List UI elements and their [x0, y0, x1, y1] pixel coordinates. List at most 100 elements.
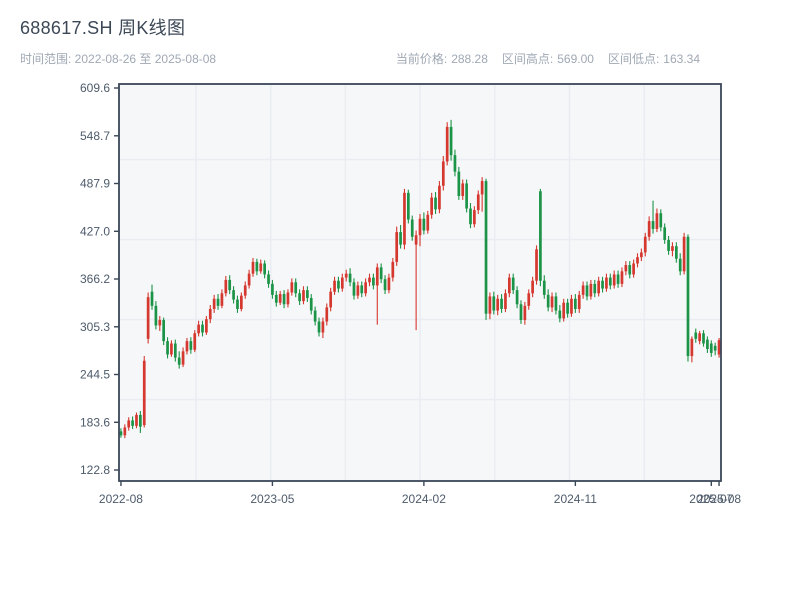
y-tick-label: 487.9: [80, 177, 110, 191]
y-tick-label: 305.3: [80, 320, 110, 334]
candle-down: [457, 171, 461, 196]
candle-up: [325, 307, 329, 322]
range-low-stat: 区间低点: 163.34: [608, 50, 700, 67]
candle-up: [527, 293, 531, 306]
candle-down: [616, 274, 620, 284]
range-high-stat: 区间高点: 569.00: [502, 50, 594, 67]
candle-down: [383, 279, 387, 291]
candle-up: [414, 235, 418, 245]
candle-down: [519, 304, 523, 320]
candle-up: [259, 263, 263, 272]
y-tick-label: 122.8: [80, 463, 110, 477]
candle-up: [224, 279, 228, 294]
candle-up: [391, 261, 395, 278]
candle-down: [449, 126, 453, 156]
current-price-stat: 当前价格: 288.28: [396, 50, 488, 67]
candle-down: [492, 296, 496, 311]
page-title: 688617.SH 周K线图: [20, 18, 186, 38]
candle-down: [434, 197, 437, 210]
candle-wick: [376, 263, 378, 325]
y-tick-label: 548.7: [80, 129, 110, 143]
candle-up: [445, 126, 449, 162]
candle-up: [473, 210, 476, 225]
candle-up: [356, 285, 360, 296]
candle-up: [480, 181, 484, 195]
candle-down: [271, 283, 274, 295]
candle-up: [127, 420, 131, 428]
x-tick-label: 2024-11: [554, 492, 597, 506]
y-tick-label: 609.6: [80, 81, 110, 95]
candle-up: [418, 218, 422, 236]
candle-down: [465, 183, 468, 209]
candle-up: [247, 273, 251, 286]
candle-down: [139, 414, 142, 427]
candle-down: [313, 310, 317, 322]
candle-down: [399, 232, 402, 245]
candle-up: [220, 293, 224, 306]
candle-up: [717, 340, 721, 355]
candle-down: [601, 280, 604, 289]
candle-down: [659, 213, 663, 228]
candle-up: [321, 321, 325, 333]
candle-down: [410, 219, 414, 237]
candle-down: [686, 236, 690, 357]
x-tick-label: 2022-08: [99, 492, 143, 506]
date-range-label: 时间范围: 2022-08-26 至 2025-08-08: [20, 52, 217, 66]
candle-down: [674, 246, 678, 259]
range-high-label: 区间高点:: [501, 52, 554, 66]
x-tick-label: 2023-05: [250, 492, 294, 506]
candle-down: [558, 310, 562, 319]
x-tick-label: 2024-02: [402, 492, 446, 506]
candle-up: [364, 282, 367, 294]
candle-up: [438, 185, 441, 210]
candle-down: [694, 332, 698, 339]
candle-up: [193, 333, 197, 350]
candle-up: [643, 236, 647, 253]
candle-down: [162, 319, 166, 342]
candle-up: [620, 271, 624, 284]
candle-up: [488, 296, 492, 314]
candle-up: [570, 298, 573, 314]
candle-up: [239, 295, 243, 309]
candle-up: [612, 274, 616, 286]
y-tick-label: 244.5: [80, 368, 110, 382]
candle-down: [372, 277, 375, 286]
candle-up: [636, 257, 639, 264]
candle-up: [387, 277, 391, 291]
candle-down: [267, 274, 270, 284]
candle-down: [228, 279, 232, 291]
candle-up: [135, 414, 138, 426]
candle-down: [500, 298, 503, 309]
candle-up: [344, 273, 348, 278]
candle-down: [348, 273, 352, 283]
current-price-value: 288.28: [451, 52, 488, 66]
candle-up: [589, 283, 593, 297]
candle-up: [403, 192, 406, 245]
candle-up: [142, 360, 146, 426]
current-price-label: 当前价格:: [395, 52, 448, 66]
candle-up: [329, 291, 333, 308]
candle-up: [426, 214, 430, 231]
candle-down: [713, 345, 717, 351]
candle-wick: [652, 200, 654, 234]
candle-down: [201, 324, 204, 333]
candle-down: [166, 341, 169, 355]
y-tick-label: 183.6: [80, 415, 110, 429]
candle-up: [597, 280, 601, 294]
candle-up: [523, 305, 527, 320]
candle-up: [340, 277, 344, 289]
candle-down: [282, 294, 286, 305]
candle-up: [208, 308, 212, 320]
candle-up: [690, 338, 694, 357]
candle-up: [430, 197, 433, 215]
candle-up: [205, 319, 208, 333]
candle-down: [574, 298, 577, 309]
candle-up: [158, 319, 162, 326]
candle-down: [628, 265, 632, 275]
candle-up: [632, 263, 635, 275]
candle-up: [504, 293, 507, 309]
candle-up: [461, 183, 465, 196]
x-tick-label: 2025-08: [697, 492, 741, 506]
candle-down: [189, 341, 193, 350]
